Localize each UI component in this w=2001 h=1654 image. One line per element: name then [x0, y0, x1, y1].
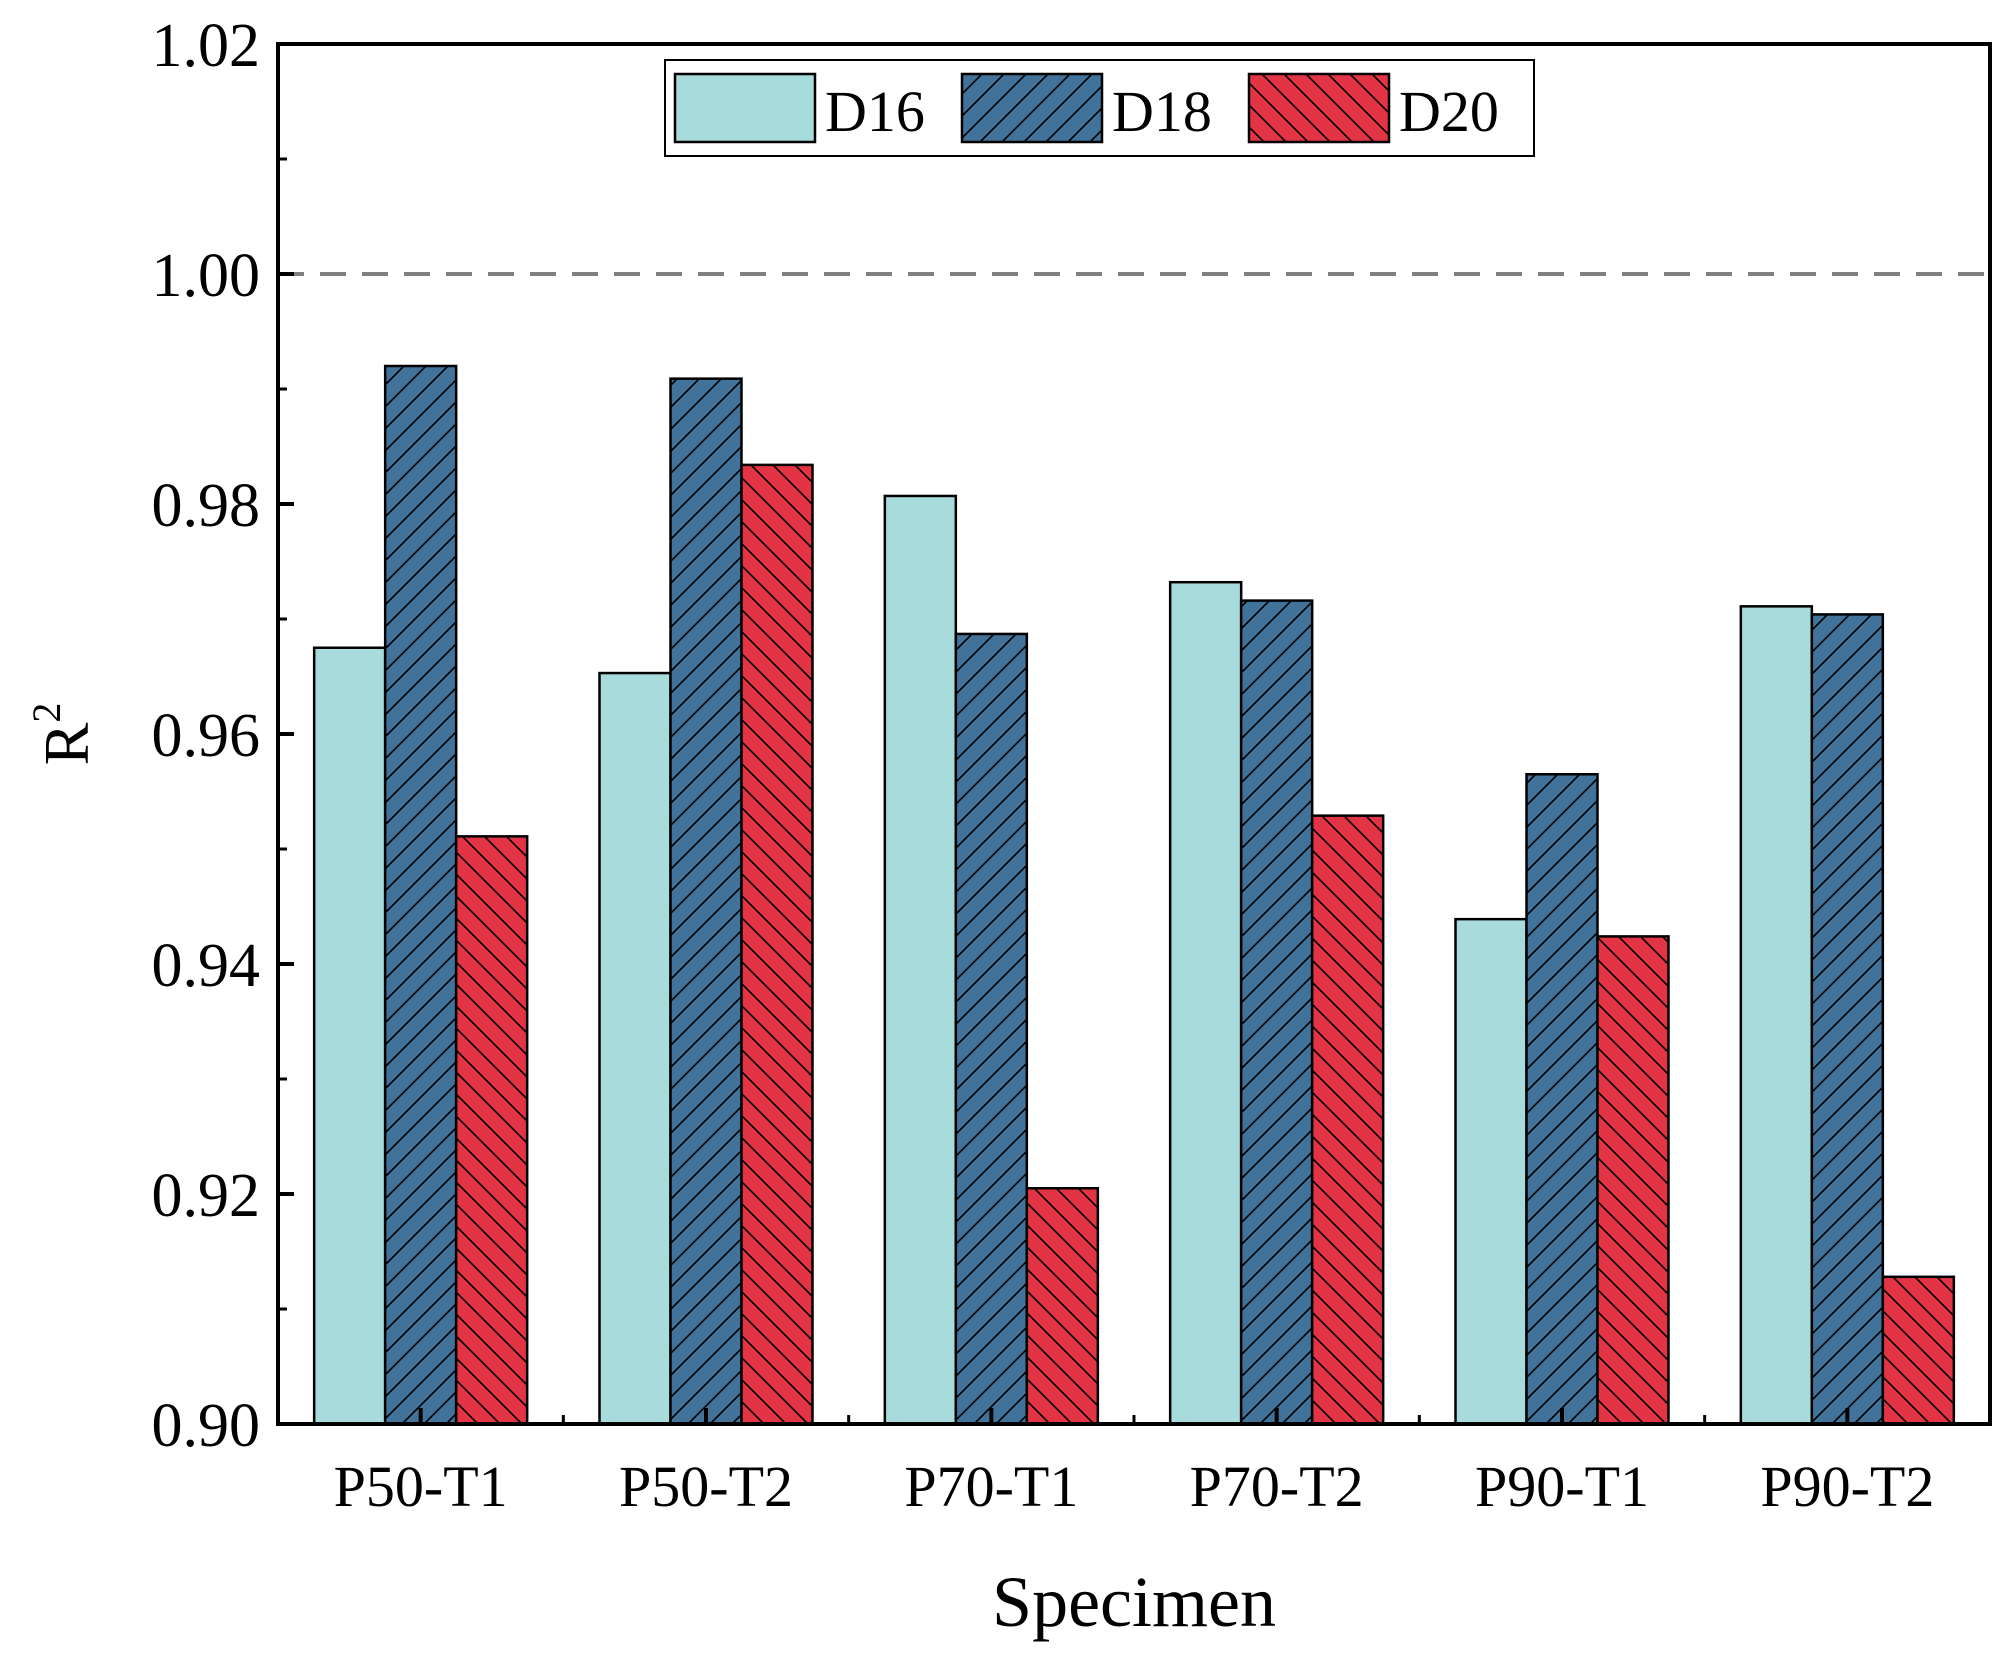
bar-p70-t2-d16 [1168, 580, 1243, 1426]
legend-swatch-d20 [1247, 72, 1391, 144]
x-tick-label-p50-t2: P50-T2 [619, 1454, 793, 1519]
bar-p70-t1-d20 [1025, 1187, 1100, 1426]
y-tick-label-0-96: 0.96 [152, 702, 261, 770]
legend-label-d16: D16 [825, 79, 925, 144]
bar-p90-t1-d16 [1454, 917, 1528, 1426]
x-tick-label-p70-t1: P70-T1 [904, 1454, 1078, 1519]
y-axis-label-base: R [31, 722, 102, 765]
legend-swatch-d16 [673, 72, 817, 144]
x-axis-label: Specimen [992, 1562, 1276, 1642]
x-tick-label-p90-t2: P90-T2 [1760, 1454, 1934, 1519]
y-tick-label-1-02: 1.02 [152, 12, 261, 80]
bar-p70-t1-d16 [883, 494, 958, 1426]
bar-p70-t2-d20 [1310, 814, 1385, 1426]
bar-p50-t2-d20 [740, 463, 814, 1426]
legend-label-d20: D20 [1399, 79, 1499, 144]
y-tick-label-1-00: 1.00 [152, 242, 261, 310]
bar-p70-t1-d18 [954, 632, 1029, 1426]
legend: D16 D18 D20 [664, 59, 1535, 157]
legend-label-d18: D18 [1112, 79, 1212, 144]
bar-p50-t1-d20 [454, 835, 529, 1426]
bar-p90-t2-d16 [1739, 605, 1814, 1426]
x-axis: P50-T1 P50-T2 P70-T1 P70-T2 P90-T1 P90-T2 [334, 1408, 1934, 1519]
bar-p70-t2-d18 [1239, 599, 1314, 1426]
x-tick-label-p90-t1: P90-T1 [1475, 1454, 1649, 1519]
bar-p90-t1-d18 [1525, 773, 1599, 1426]
bar-p50-t2-d18 [669, 377, 743, 1426]
y-axis-label-superscript: 2 [24, 703, 69, 723]
bar-p90-t2-d20 [1881, 1275, 1956, 1426]
plot-area: 0.900.920.940.960.981.001.02 P50-T1 P50-T… [152, 12, 1992, 1519]
y-tick-label-0-94: 0.94 [152, 932, 261, 1000]
y-axis: 0.90 0.92 0.94 0.96 0.98 1.00 1.02 [152, 12, 294, 1460]
bar-p90-t2-d18 [1810, 613, 1885, 1426]
bar-p50-t2-d16 [598, 671, 672, 1426]
y-axis-label: R2 [24, 703, 102, 766]
plot-frame [276, 42, 1992, 1426]
y-tick-label-0-90: 0.90 [152, 1392, 261, 1460]
legend-swatch-d18 [960, 72, 1104, 144]
x-tick-label-p50-t1: P50-T1 [334, 1454, 508, 1519]
bars-layer [312, 364, 1956, 1426]
bar-p50-t1-d18 [383, 364, 458, 1426]
bar-p90-t1-d20 [1596, 935, 1670, 1426]
y-tick-label-0-92: 0.92 [152, 1162, 261, 1230]
y-tick-label-0-98: 0.98 [152, 472, 261, 540]
x-tick-label-p70-t2: P70-T2 [1190, 1454, 1364, 1519]
bar-p50-t1-d16 [312, 646, 387, 1426]
